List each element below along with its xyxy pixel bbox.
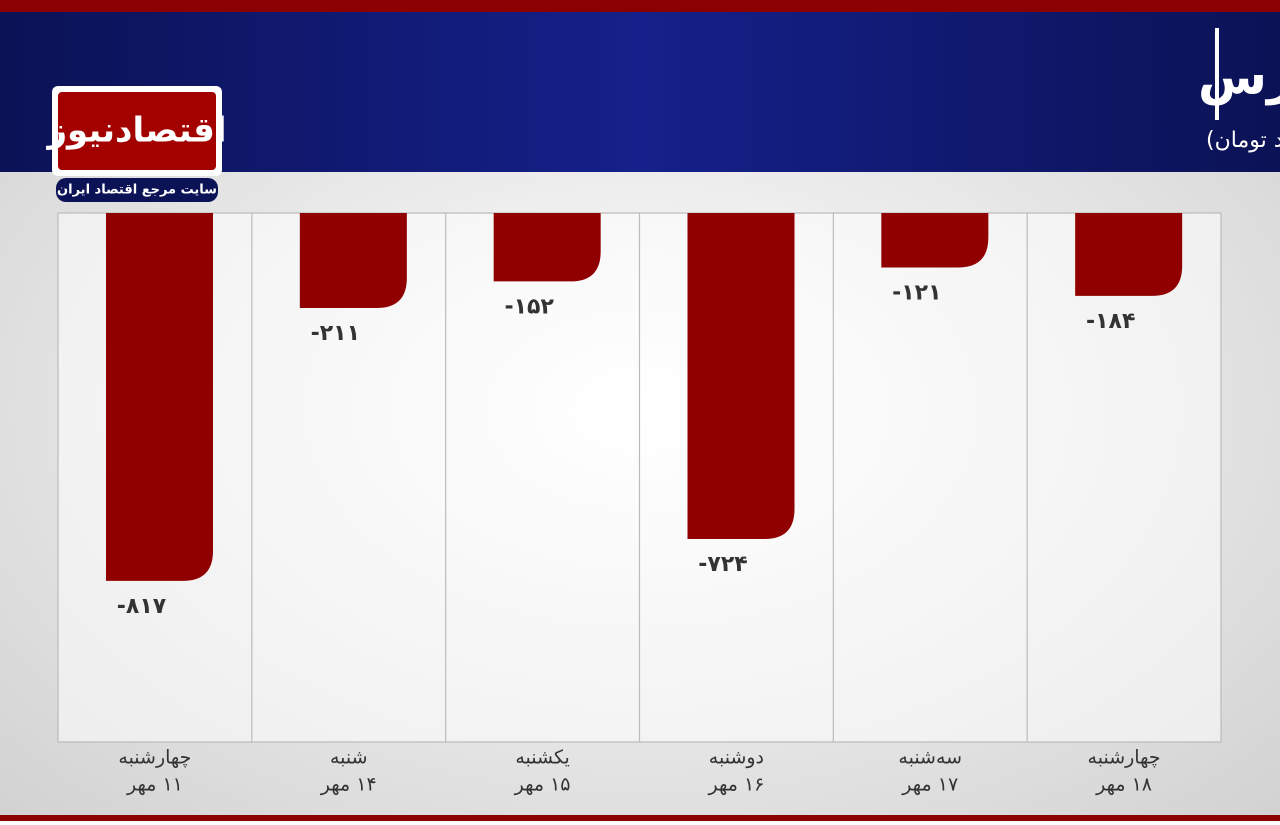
chart-title: روند ورود و خروج پول حقیقی در بورس (1198, 48, 1280, 107)
x-tick-label: چهارشنبه (1088, 747, 1161, 769)
bar (1075, 213, 1183, 296)
x-tick-label: یکشنبه (515, 747, 569, 769)
bar (881, 213, 989, 268)
top-strip (0, 0, 1280, 12)
logo-box (58, 92, 216, 170)
bar (299, 213, 407, 308)
title-divider (1215, 28, 1219, 120)
x-tick-label: ۱۷ مهر (901, 774, 958, 796)
logo-text: اقتصادنیوز (45, 111, 226, 151)
plot-area: -۸۱۷ چهارشنبه ۱۱ مهر -۲۱۱ شنبه ۱۴ مهر -۱۵۲ یکشن… (57, 212, 1222, 796)
logo-tagline-box (56, 178, 218, 202)
chart-subtitle: (واحد:میلیارد تومان) (1206, 128, 1280, 153)
x-tick-label: چهارشنبه (118, 747, 191, 769)
x-tick-label: ۱۶ مهر (707, 774, 764, 796)
x-tick-label: شنبه (330, 747, 368, 769)
value-label: -۸۱۷ (117, 594, 167, 619)
value-label: -۱۵۲ (504, 294, 554, 319)
x-tick-label: سه‌شنبه (898, 747, 962, 769)
bar (493, 213, 601, 282)
bottom-strip (0, 815, 1280, 821)
value-label: -۱۲۱ (892, 280, 941, 305)
x-tick-label: دوشنبه (709, 747, 764, 769)
value-label: -۲۱۱ (311, 321, 360, 346)
value-label: -۱۸۴ (1086, 309, 1135, 334)
value-label: -۷۲۴ (698, 552, 747, 577)
x-tick-label: ۱۸ مهر (1095, 774, 1152, 796)
x-tick-label: ۱۱ مهر (126, 774, 183, 796)
x-tick-label: ۱۵ مهر (514, 774, 571, 796)
bar (106, 213, 213, 581)
bar (687, 213, 795, 539)
logo-tagline: سایت مرجع اقتصاد ایران (57, 183, 217, 198)
x-tick-label: ۱۴ مهر (320, 774, 377, 796)
